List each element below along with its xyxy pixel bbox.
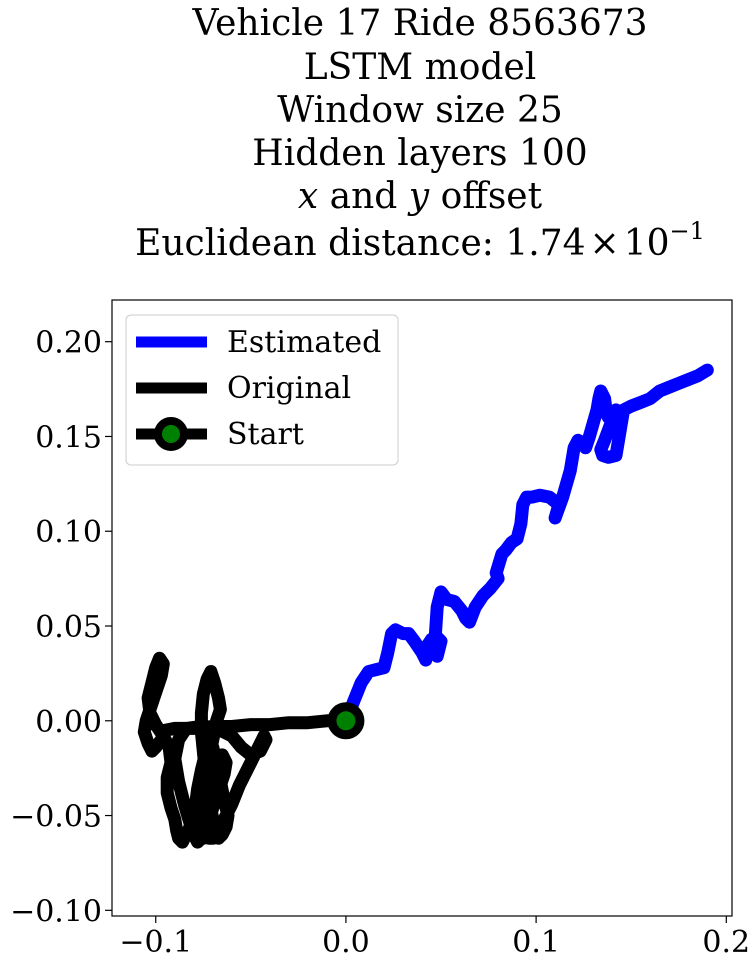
legend-box [125, 314, 399, 466]
series-original-line [137, 651, 353, 849]
y-tick-label: 0.20 [35, 326, 102, 361]
title-dist-base: 10 [624, 223, 670, 264]
y-tick-label: −0.10 [10, 894, 102, 929]
title-dist-prefix: Euclidean distance: [135, 223, 505, 264]
x-tick-label: −0.1 [119, 925, 192, 960]
title-offset-and: and [318, 176, 409, 217]
title-offset-rest: offset [429, 176, 542, 217]
series-layer [137, 363, 714, 849]
title-line-window: Window size 25 [277, 90, 563, 131]
title-dist-times: × [590, 223, 620, 264]
legend-swatch-start-marker [154, 417, 188, 451]
y-tick-label: 0.00 [35, 705, 102, 740]
plot-frame [111, 299, 733, 917]
series-estimated-line [339, 363, 714, 728]
title-dist-mantissa: 1.74 [505, 223, 585, 264]
x-axis: −0.1 0.0 0.1 0.2 [119, 916, 750, 960]
title-line-offset: x and y offset [298, 176, 543, 217]
title-dist-exp: −1 [670, 217, 705, 245]
title-line-vehicle: Vehicle 17 Ride 8563673 [191, 3, 647, 44]
title-offset-x: x [298, 176, 318, 217]
plot-area: −0.1 0.0 0.1 0.2 −0.10 −0.05 0.00 0.05 0.10 0.15… [10, 299, 750, 960]
y-tick-label: 0.05 [35, 610, 102, 645]
x-tick-label: 0.0 [322, 925, 370, 960]
legend-label-estimated: Estimated [227, 325, 381, 360]
title-offset-y: y [407, 176, 430, 217]
y-axis: −0.10 −0.05 0.00 0.05 0.10 0.15 0.20 [10, 326, 112, 929]
start-marker [327, 702, 365, 740]
y-tick-label: 0.10 [35, 515, 102, 550]
x-tick-label: 0.2 [702, 925, 750, 960]
title-line-model: LSTM model [304, 47, 537, 88]
y-tick-label: 0.15 [35, 420, 102, 455]
legend-label-start: Start [227, 417, 304, 452]
title-line-hidden: Hidden layers 100 [252, 133, 587, 174]
legend: Estimated Original Start [125, 314, 399, 466]
title-line-distance: Euclidean distance: 1.74 × 10−1 [135, 217, 705, 264]
chart-title: Vehicle 17 Ride 8563673 LSTM model Windo… [135, 3, 705, 264]
legend-label-original: Original [227, 371, 351, 406]
y-tick-label: −0.05 [10, 800, 102, 835]
x-tick-label: 0.1 [512, 925, 560, 960]
